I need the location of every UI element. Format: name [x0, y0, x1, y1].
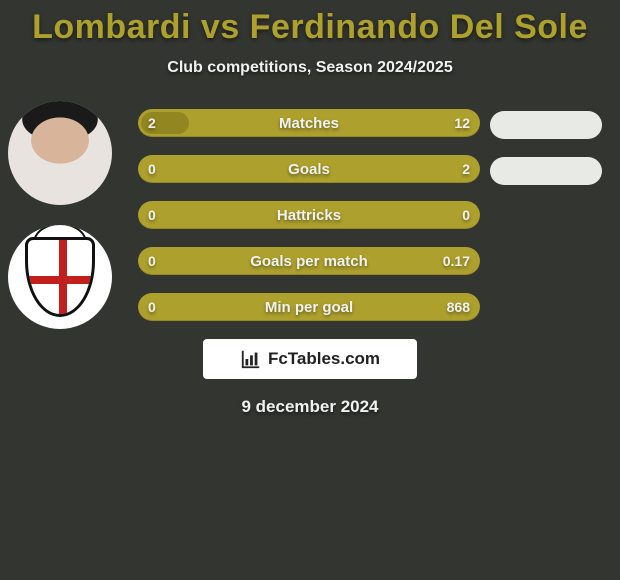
card-date: 9 december 2024 [0, 397, 620, 417]
crest-shield [25, 237, 95, 317]
stat-right-value: 2 [462, 161, 470, 177]
face-placeholder-icon [8, 101, 112, 205]
brand-text: FcTables.com [268, 349, 380, 369]
bar-chart-icon [240, 348, 262, 370]
stat-left-value: 0 [148, 207, 156, 223]
side-pill [490, 157, 602, 185]
stat-bar: 0 Hattricks 0 [138, 201, 480, 229]
avatar-column [8, 101, 120, 349]
stat-left-value: 0 [148, 299, 156, 315]
stat-left-value: 0 [148, 253, 156, 269]
stat-right-value: 868 [447, 299, 470, 315]
brand-badge: FcTables.com [203, 339, 417, 379]
stat-right-value: 0 [462, 207, 470, 223]
stat-bar: 0 Goals 2 [138, 155, 480, 183]
stat-bar: 0 Goals per match 0.17 [138, 247, 480, 275]
stat-label: Min per goal [265, 299, 353, 316]
card-title: Lombardi vs Ferdinando Del Sole [0, 0, 620, 47]
stat-right-value: 12 [454, 115, 470, 131]
stat-bars: 2 Matches 12 0 Goals 2 0 Hattricks 0 0 Goals per m… [138, 109, 480, 321]
stat-label: Goals [288, 161, 330, 178]
stat-label: Matches [279, 115, 339, 132]
card-subtitle: Club competitions, Season 2024/2025 [0, 59, 620, 77]
stat-left-value: 2 [148, 115, 156, 131]
stat-right-value: 0.17 [443, 253, 470, 269]
comparison-card: Lombardi vs Ferdinando Del Sole Club com… [0, 0, 620, 580]
content-region: 2 Matches 12 0 Goals 2 0 Hattricks 0 0 Goals per m… [0, 109, 620, 321]
player-1-avatar [8, 101, 112, 205]
club-crest-icon [25, 237, 95, 317]
side-pill [490, 111, 602, 139]
stat-bar: 2 Matches 12 [138, 109, 480, 137]
stat-left-value: 0 [148, 161, 156, 177]
player-2-avatar [8, 225, 112, 329]
stat-label: Hattricks [277, 207, 341, 224]
stat-label: Goals per match [250, 253, 368, 270]
stat-bar: 0 Min per goal 868 [138, 293, 480, 321]
pill-column [490, 111, 602, 203]
